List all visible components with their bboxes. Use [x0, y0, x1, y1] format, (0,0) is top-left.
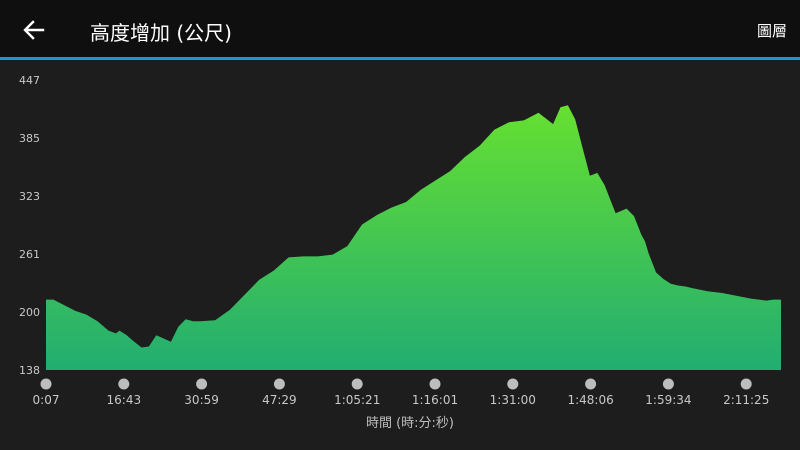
x-axis-markers [40, 378, 752, 390]
x-tick-label: 1:48:06 [567, 393, 613, 407]
x-tick-label: 1:05:21 [334, 393, 380, 407]
top-app-bar: 高度增加 (公尺) 圖層 [0, 0, 800, 60]
back-button[interactable] [14, 12, 54, 48]
x-axis-ticks: 0:07 16:43 30:59 47:29 1:05:21 1:16:01 1:31:00… [33, 393, 770, 407]
elevation-area [46, 105, 781, 371]
x-tick-label: 0:07 [33, 393, 60, 407]
y-tick-label: 385 [19, 132, 40, 145]
arrow-left-icon [23, 20, 45, 40]
y-tick-label: 323 [19, 190, 40, 203]
x-axis-label: 時間 (時:分:秒) [366, 416, 454, 431]
x-marker-dot [585, 378, 597, 390]
x-marker-dot [196, 378, 208, 390]
x-tick-label: 16:43 [107, 393, 142, 407]
x-tick-label: 1:16:01 [412, 393, 458, 407]
x-marker-dot [429, 378, 441, 390]
x-marker-dot [351, 378, 363, 390]
x-marker-dot [40, 378, 52, 390]
x-marker-dot [507, 378, 519, 390]
y-tick-label: 261 [19, 248, 40, 261]
y-tick-label: 200 [19, 306, 40, 319]
page-title: 高度增加 (公尺) [90, 21, 232, 45]
layers-button[interactable]: 圖層 [756, 22, 787, 40]
x-marker-dot [273, 378, 285, 390]
x-tick-label: 2:11:25 [723, 393, 769, 407]
x-tick-label: 1:59:34 [645, 393, 691, 407]
x-tick-label: 30:59 [184, 393, 219, 407]
y-axis-ticks: 447 385 323 261 200 138 [19, 74, 40, 377]
x-marker-dot [662, 378, 674, 390]
x-marker-dot [118, 378, 130, 390]
x-tick-label: 47:29 [262, 393, 297, 407]
y-tick-label: 447 [19, 74, 40, 87]
x-tick-label: 1:31:00 [490, 393, 536, 407]
y-tick-label: 138 [19, 364, 40, 377]
elevation-gain-chart[interactable]: 447 385 323 261 200 138 0:07 16:43 30:59 47:29 1:… [0, 63, 800, 450]
x-marker-dot [740, 378, 752, 390]
